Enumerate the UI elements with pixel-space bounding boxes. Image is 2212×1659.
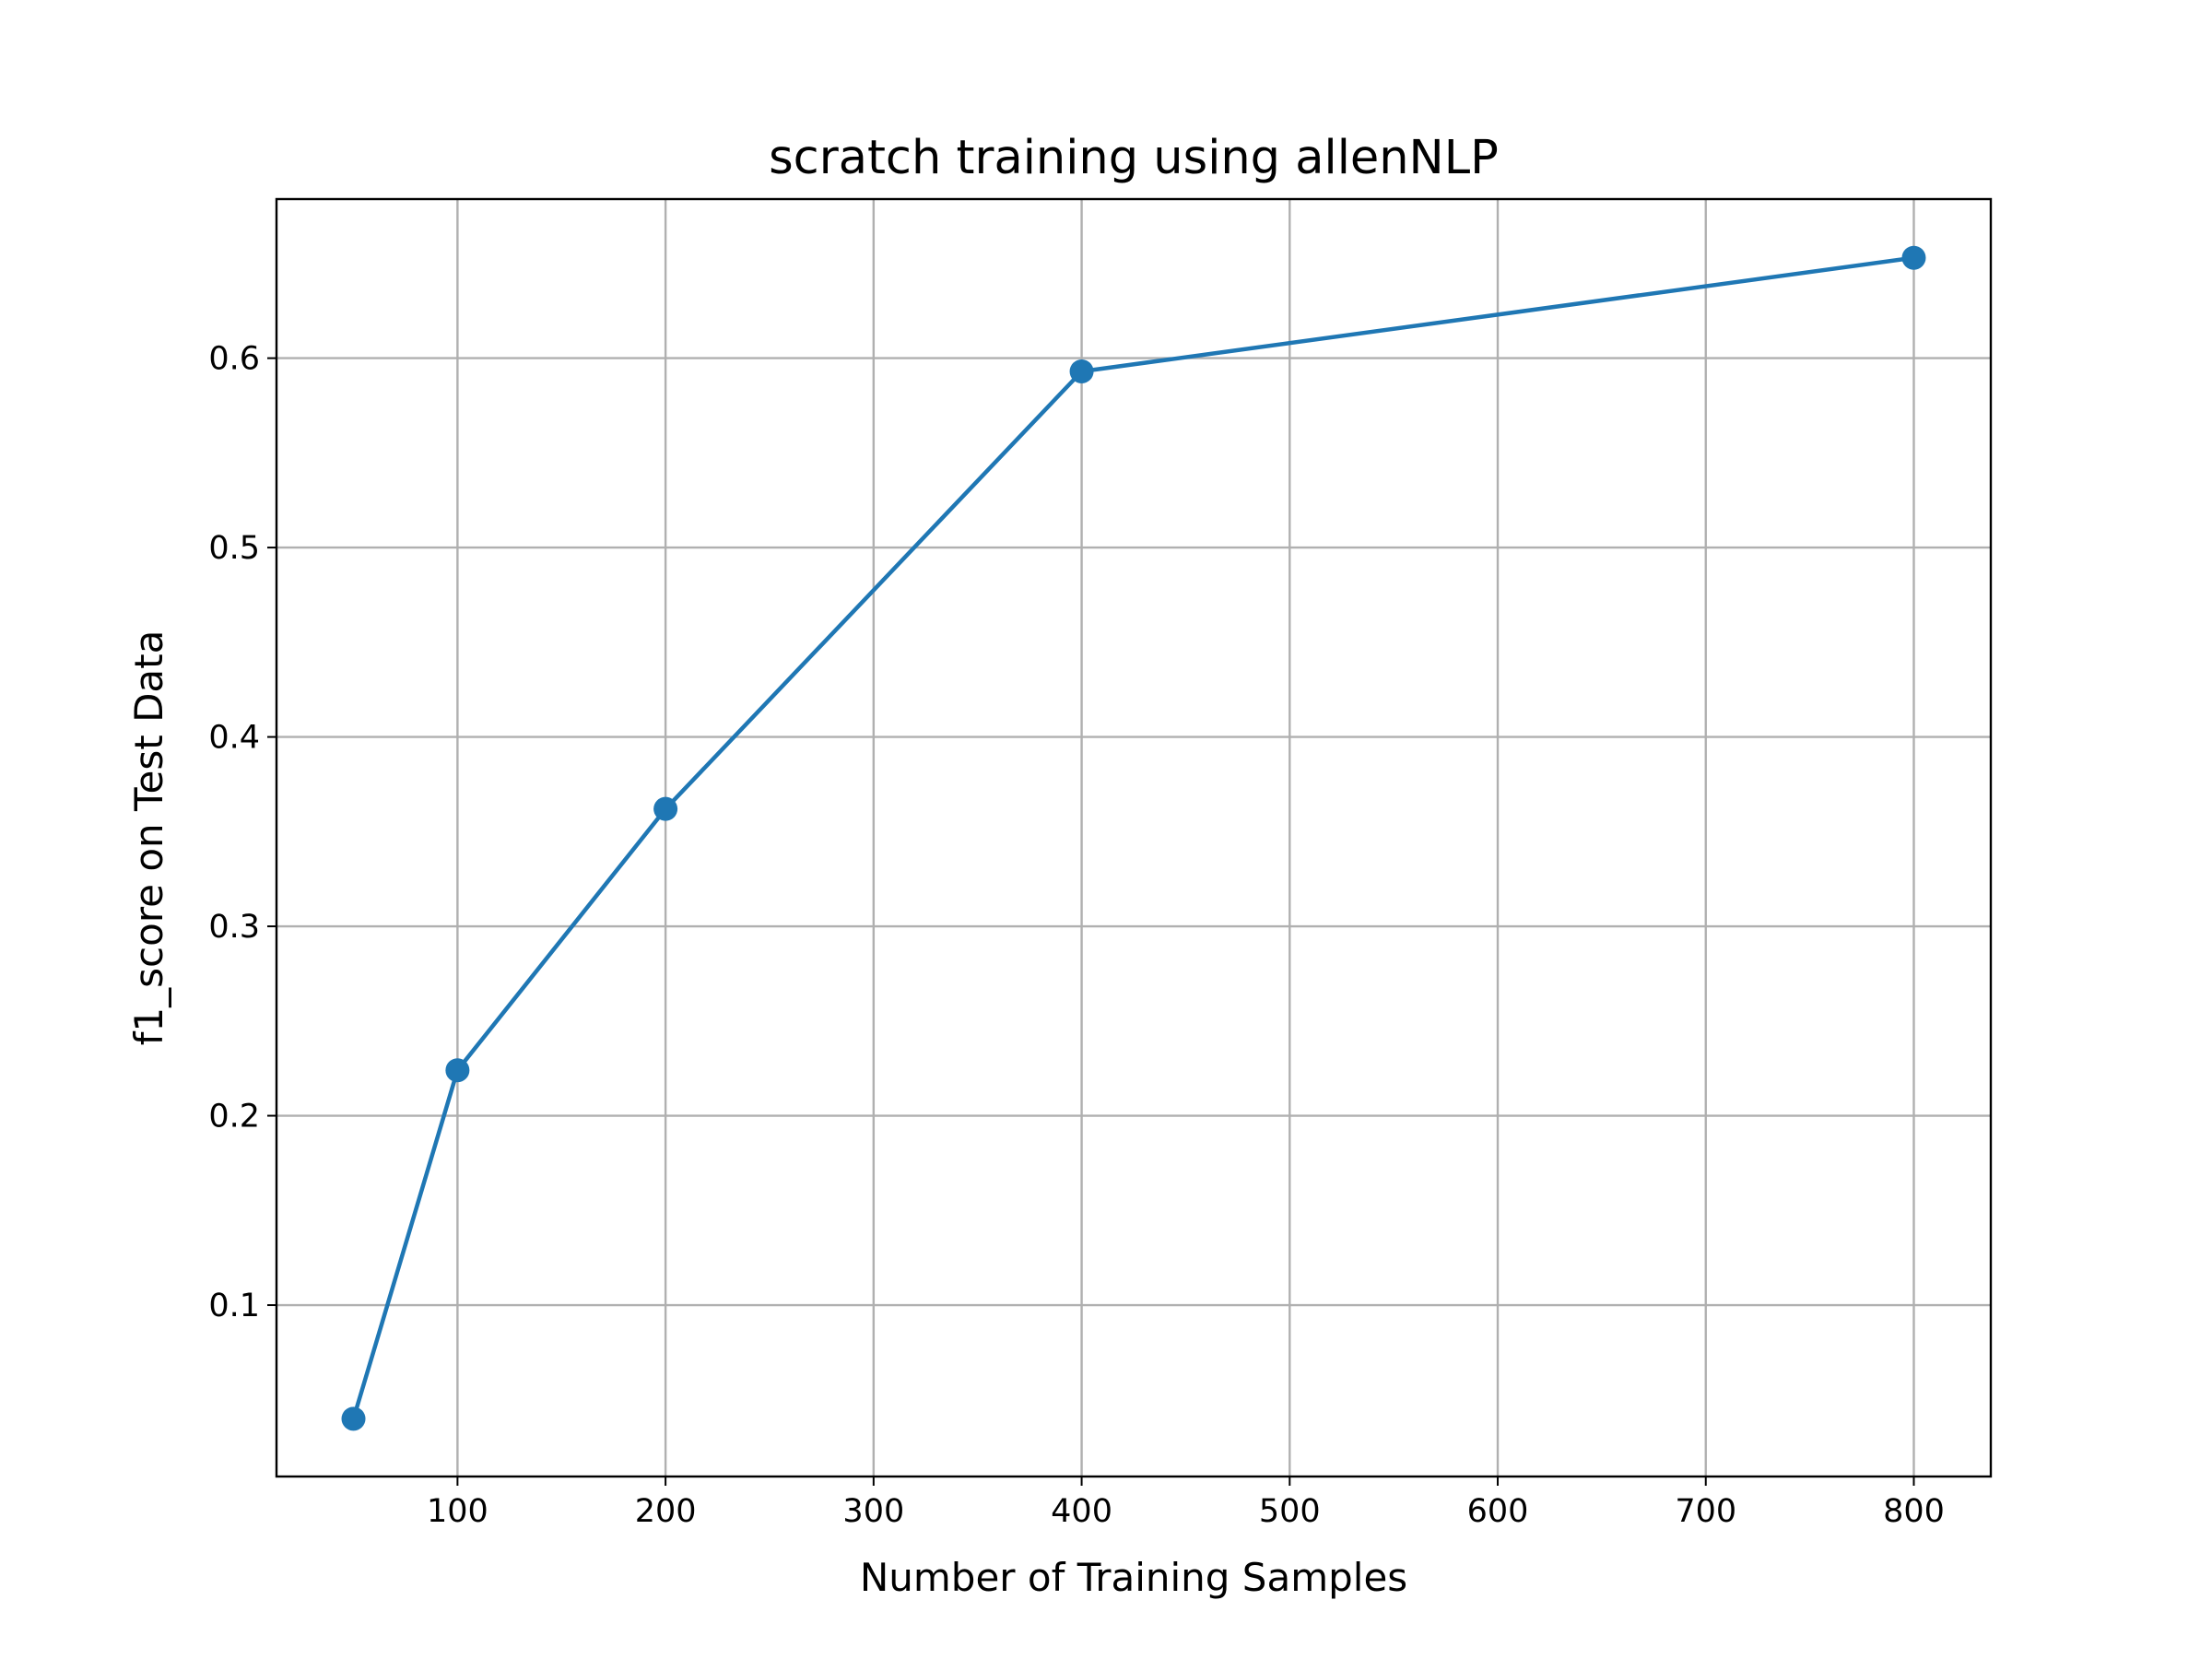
x-tick-label: 200 [635, 1493, 697, 1530]
ticks: 100 200 300 400 500 600 700 800 0.1 0.2 0.3 0.4 0.5 0… [208, 341, 1945, 1530]
data-point [1901, 245, 1926, 270]
x-axis-label: Number of Training Samples [860, 1555, 1407, 1600]
x-tick-label: 500 [1259, 1493, 1321, 1530]
x-tick-label: 700 [1675, 1493, 1736, 1530]
axes-frame [275, 197, 1993, 1478]
x-tick-label: 800 [1883, 1493, 1945, 1530]
chart-title: scratch training using allenNLP [769, 131, 1499, 185]
x-tick-label: 300 [842, 1493, 904, 1530]
y-tick-label: 0.1 [208, 1288, 260, 1324]
y-tick-label: 0.3 [208, 909, 260, 946]
data-point [1069, 359, 1094, 383]
grid [276, 199, 1991, 1477]
data-point [653, 796, 678, 821]
series-layer [341, 245, 1926, 1431]
x-tick-label: 400 [1051, 1493, 1112, 1530]
data-point [445, 1058, 470, 1083]
data-point [341, 1406, 366, 1431]
y-tick-label: 0.5 [208, 530, 260, 567]
y-axis-label: f1_score on Test Data [126, 630, 171, 1046]
y-tick-label: 0.4 [208, 720, 260, 757]
y-tick-label: 0.6 [208, 341, 260, 378]
x-tick-label: 100 [427, 1493, 488, 1530]
y-tick-label: 0.2 [208, 1099, 260, 1135]
plot-area-background [276, 199, 1991, 1477]
x-tick-label: 600 [1467, 1493, 1529, 1530]
